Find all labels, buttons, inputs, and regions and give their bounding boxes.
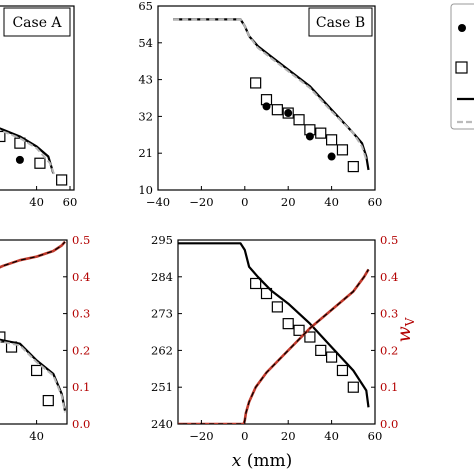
data-point-circle [284,109,293,118]
data-point-circle [262,102,271,111]
y2-tick-label: 0.3 [380,307,398,321]
y2-tick-label: 0.2 [72,343,90,357]
y2-tick-label: 0.5 [72,233,90,247]
x-tick-label: 0 [241,429,248,443]
x-tick-label: −20 [189,195,213,209]
series-solid-black-line [0,127,55,174]
y2-tick-label: 0.2 [380,343,398,357]
y-tick-label: 251 [151,380,173,394]
data-point-square [347,160,359,173]
series-solid-red-line [0,240,66,269]
y2-tick-label: 0.1 [380,380,398,394]
x-tick-label: 20 [281,429,296,443]
panel-top-right-frame [157,5,376,191]
panel-top-left-marks [0,127,68,186]
data-point-square [250,77,262,89]
y-tick-label: 21 [138,146,153,160]
series-dashed-gray-line [0,340,66,413]
data-point-square [326,351,338,363]
legend [450,3,474,130]
case-a-label-box [3,7,71,37]
panel-bottom-right-frame [177,239,376,425]
panel-bottom-left-marks [0,240,67,413]
data-point-square [336,144,349,156]
data-point-square [0,130,6,143]
x-tick-label: 20 [281,195,296,209]
y-tick-label: 65 [138,0,153,13]
data-point-square [304,331,316,343]
y2-tick-label: 0.0 [72,417,90,431]
series-dashed-gray-line [0,129,56,177]
case-a-label: Case A [12,15,62,31]
data-point-square [347,381,359,393]
y-tick-label: 273 [151,307,173,321]
y-tick-label: 10 [138,183,153,197]
y-tick-label: 240 [151,417,173,431]
y2-tick-label: 0.3 [72,307,90,321]
data-point-square [271,104,283,116]
y2-tick-label: 0.4 [72,270,90,284]
x-tick-label: 60 [368,195,383,209]
x-tick-label: 60 [63,195,78,209]
x-tick-label: 40 [324,195,339,209]
panel-top-right-marks [173,18,370,173]
x-tick-label: −40 [146,195,170,209]
x-tick-label: −20 [189,429,213,443]
data-point-square [0,331,6,343]
x-tick-label: 60 [368,429,383,443]
panel-bottom-left [0,239,68,425]
data-point-square [315,344,327,356]
data-point-square [326,134,338,146]
y2-tick-label: 0.5 [380,233,398,247]
data-point-circle [15,155,24,164]
data-point-square [271,301,283,313]
panel-bottom-right [177,239,376,425]
series-dashed-gray-line [173,18,368,161]
data-point-square [14,137,26,149]
panel-bottom-right-marks [178,242,370,424]
legend-open-square-marker [455,61,468,74]
x-tick-label: 40 [29,429,44,443]
x-tick-label: 40 [324,429,339,443]
data-point-square [250,277,262,290]
case-b-label: Case B [316,15,365,31]
data-point-circle [305,132,314,141]
legend-filled-circle-marker [458,24,466,32]
x-tick-label: 0 [241,195,248,209]
y-tick-label: 43 [138,73,153,87]
panel-bottom-left-frame [0,239,68,425]
data-point-square [315,127,327,139]
panel-top-left-frame [0,5,75,191]
y2-tick-label: 0.4 [380,270,398,284]
chart-marks [0,18,370,424]
data-point-square [293,324,305,336]
x-axis-label: x (mm) [232,451,293,471]
y2-tick-label: 0.0 [380,417,398,431]
y2-tick-label: 0.1 [72,380,90,394]
tick-labels: 40 60 −40 −20 0 20 40 60 10 21 32 43 54 65 40 0.0 0.1 0.2… [29,0,398,443]
y-tick-label: 262 [151,343,173,357]
case-b-label-box [308,7,373,37]
y2-axis-label: wV [393,317,417,342]
data-point-square [293,114,305,126]
x-tick-label: 40 [29,195,44,209]
panel-top-left: Case A [0,5,75,191]
y-tick-label: 284 [151,270,173,284]
data-point-square [282,318,294,330]
data-point-square [336,364,349,377]
data-point-square [42,394,54,407]
series-solid-black-line [178,242,370,408]
y-tick-label: 295 [151,233,173,247]
series-dashed-black-line [0,241,66,268]
data-point-square [31,364,43,377]
series-dashed-black-line [178,269,370,424]
panel-top-right: Case B [157,5,376,191]
data-point-circle [327,152,336,161]
data-point-square [260,287,273,300]
data-point-square [34,157,46,169]
data-point-square [56,174,68,186]
y-tick-label: 32 [138,109,153,123]
y-tick-label: 54 [138,36,153,50]
